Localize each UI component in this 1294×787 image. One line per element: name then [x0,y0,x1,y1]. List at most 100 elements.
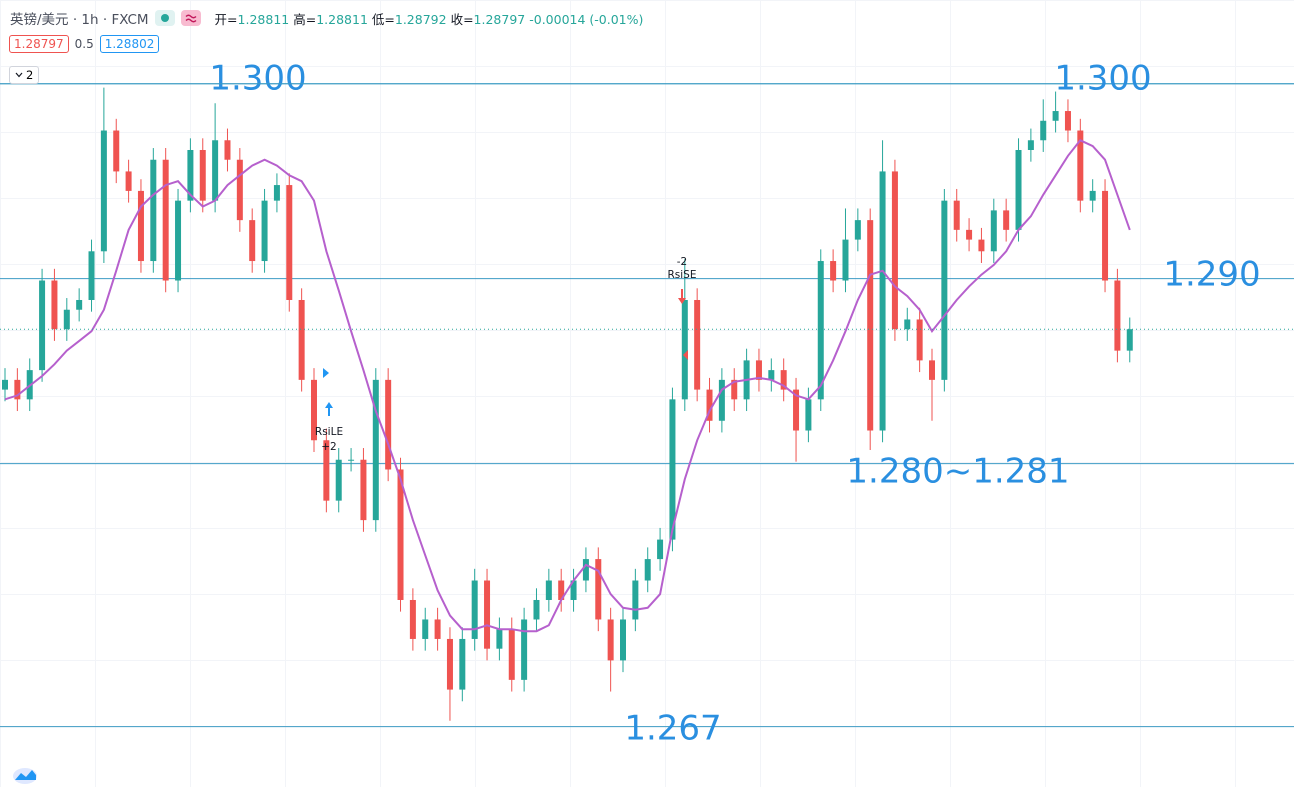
candle-body [1089,190,1096,201]
candle-body [780,370,787,390]
candle-body [224,140,231,160]
signal-marker [683,350,688,360]
candle-body [1003,210,1010,230]
signal-name: RsiSE [668,269,697,281]
candle-body [706,389,713,421]
level-label: 1.290 [1163,255,1260,295]
candle-body [657,539,664,560]
candle-body [607,619,614,661]
candle-body [1040,120,1047,141]
candle-body [595,559,602,620]
candle-body [941,200,948,380]
candle-body [966,229,973,240]
candle-body [1064,111,1071,131]
level-label: 1.300 [209,59,306,99]
candle-body [286,185,293,300]
candle-body [446,638,453,690]
candle-body [434,619,441,639]
candle-body [150,159,157,262]
symbol-title[interactable]: 英镑/美元 · 1h · FXCM [10,12,149,28]
candle-body [385,379,392,470]
level-label: 1.267 [624,709,721,749]
candle-body [805,399,812,431]
candle-body [199,149,206,201]
candle-body [830,261,837,281]
candle-body [681,299,688,400]
candle-body [14,379,21,400]
candle-body [249,220,256,262]
candle-body [1052,111,1059,121]
candle-body [397,469,404,600]
candle-body [533,599,540,620]
signal-marker [323,368,329,378]
candle-body [953,200,960,230]
candle-body [298,299,305,380]
indicator-count: 2 [26,68,34,82]
quote-value: 1.28797 [473,11,526,27]
change: -0.00014 (-0.01%) [529,11,644,27]
candle-body [273,185,280,201]
indicator-collapse[interactable]: 2 [9,66,40,84]
quote-label: 开= [214,11,238,27]
candle-body [471,580,478,639]
candle-body [1102,190,1109,281]
logo[interactable] [12,766,38,784]
candle-body [2,379,8,390]
candle-body [570,580,577,600]
visibility-toggle[interactable] [154,10,175,26]
quote: 开=1.28811 高=1.28811 低=1.28792 收=1.28797 … [215,9,644,28]
candle-body [372,379,379,521]
candle-body [39,280,46,371]
candle-body [694,299,701,390]
candle-body [867,220,874,431]
candle-body [508,629,515,680]
candle-body [113,130,120,172]
compare-toggle[interactable] [180,10,201,26]
candle-body [409,599,416,639]
moving-average [4,139,1131,633]
candle-body [916,319,923,361]
candle-body [125,171,132,191]
candle-body [76,299,83,310]
candle-body [311,379,317,441]
approx-icon [185,14,197,23]
candle-body [904,319,911,330]
candle-body [100,130,107,252]
candle-body [854,220,861,240]
candle-body [731,379,738,400]
candle-body [51,280,58,330]
candle-body [669,399,676,540]
candle-body [484,580,491,649]
candle-body [236,159,243,221]
candle-body [175,200,182,281]
candle-body [929,360,935,380]
candle-body [768,370,775,380]
candle-body [817,261,824,400]
candle-body [891,171,898,330]
candle-body [521,619,528,680]
signal-qty: +2 [321,441,336,453]
candle-body [1077,130,1084,201]
candle-body [162,159,169,281]
quote-value: 1.28811 [316,11,368,27]
candle-body [335,459,342,501]
quote-label: 高= [293,11,317,27]
candle-body [978,239,985,252]
candle-body [187,149,194,201]
candle-body [459,638,466,690]
candle-body [348,459,355,461]
candle-body [1015,149,1022,230]
buy-button[interactable]: 1.28802 [99,35,160,53]
candle-body [620,619,626,661]
sell-button[interactable]: 1.28797 [9,35,69,53]
candle-body [755,360,762,380]
chevron-icon [15,72,23,78]
candle-body [496,629,503,649]
quote-label: 低= [371,11,395,27]
legend-header: 英镑/美元 · 1h · FXCM 开=1.28811 高=1.28811 低=… [10,8,643,28]
candle-body [718,379,725,421]
quote-value: 1.28811 [237,11,290,27]
candle-body [1027,140,1034,150]
